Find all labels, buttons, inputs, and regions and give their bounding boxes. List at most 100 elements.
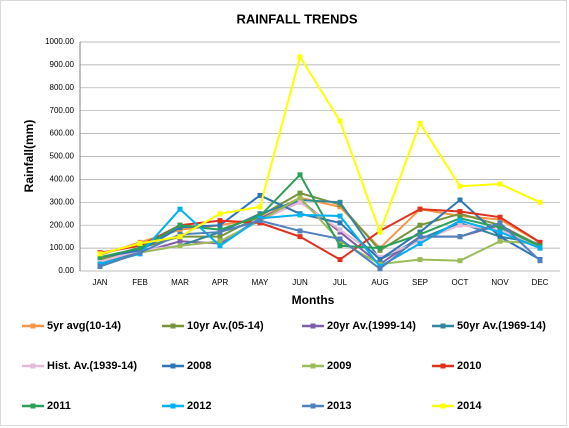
series-marker [497, 238, 503, 244]
series-line [99, 173, 541, 259]
series-marker [497, 214, 503, 220]
series-marker [377, 245, 383, 251]
series-marker [417, 206, 423, 212]
y-tick-label: 900.00 [50, 60, 75, 69]
series-marker [457, 183, 463, 189]
x-tick-label: OCT [452, 278, 469, 287]
series-marker [337, 227, 343, 233]
legend-marker [30, 323, 36, 329]
series-marker [457, 218, 463, 224]
legend-label: 50yr Av.(1969-14) [457, 320, 546, 332]
x-tick-label: JAN [92, 278, 107, 287]
series-marker [457, 234, 463, 240]
series-marker [417, 222, 423, 228]
legend-marker [440, 403, 446, 409]
series-marker [337, 213, 343, 219]
series-marker [177, 206, 183, 212]
series-marker [497, 229, 503, 235]
series-marker [497, 224, 503, 230]
y-tick-label: 700.00 [50, 106, 75, 115]
series-marker [97, 251, 103, 257]
y-tick-label: 1000.00 [45, 37, 74, 46]
legend-label: 2014 [457, 400, 482, 412]
y-tick-label: 500.00 [50, 152, 75, 161]
legend-label: 2009 [327, 360, 351, 372]
series-marker [457, 222, 463, 228]
series-marker [497, 181, 503, 187]
series-marker [257, 192, 263, 198]
series-marker [257, 204, 263, 210]
series-marker [457, 258, 463, 264]
series-marker [297, 195, 303, 201]
series-line [99, 54, 541, 255]
series-marker [137, 241, 143, 247]
series-marker [417, 257, 423, 263]
series-marker [297, 172, 303, 178]
series-marker [337, 236, 343, 242]
legend-marker [440, 323, 446, 329]
y-tick-label: 300.00 [50, 197, 75, 206]
x-tick-label: MAY [252, 278, 269, 287]
y-axis-label: Rainfall(mm) [22, 120, 36, 193]
series-marker [417, 241, 423, 247]
legend-marker [170, 363, 176, 369]
series-marker [337, 257, 343, 263]
legend-label: 2011 [47, 400, 71, 412]
legend-marker [310, 363, 316, 369]
x-tick-label: MAR [171, 278, 189, 287]
x-tick-label: JUN [292, 278, 308, 287]
series-marker [377, 266, 383, 272]
series-marker [97, 254, 103, 260]
series-marker [417, 120, 423, 126]
legend-marker [170, 323, 176, 329]
series-marker [297, 228, 303, 234]
series-marker [97, 263, 103, 269]
legend-marker [30, 363, 36, 369]
series-marker [137, 250, 143, 256]
x-tick-label: JUL [333, 278, 348, 287]
series-marker [217, 229, 223, 235]
legend-label: 5yr avg(10-14) [47, 320, 121, 332]
y-tick-label: 200.00 [50, 220, 75, 229]
legend-label: 2013 [327, 400, 351, 412]
series-marker [417, 234, 423, 240]
series-marker [537, 199, 543, 205]
series-marker [457, 197, 463, 203]
x-tick-label: NOV [491, 278, 509, 287]
series-marker [217, 211, 223, 217]
series-marker [177, 222, 183, 228]
x-tick-label: DEC [532, 278, 549, 287]
series-marker [337, 199, 343, 205]
legend-marker [440, 363, 446, 369]
series-marker [497, 234, 503, 240]
series-marker [337, 243, 343, 249]
series-marker [217, 222, 223, 228]
series-marker [297, 190, 303, 196]
x-tick-label: APR [212, 278, 229, 287]
series-line [99, 196, 541, 268]
y-tick-label: 800.00 [50, 83, 75, 92]
legend-label: 2010 [457, 360, 481, 372]
series-marker [297, 54, 303, 60]
legend-marker [310, 403, 316, 409]
series-marker [537, 239, 543, 245]
y-tick-label: 100.00 [50, 243, 75, 252]
series-marker [177, 238, 183, 244]
series-marker [297, 199, 303, 205]
legend-label: 2008 [187, 360, 211, 372]
legend-label: 2012 [187, 400, 211, 412]
series-line [99, 207, 541, 268]
y-tick-label: 0.00 [58, 266, 74, 275]
y-tick-label: 600.00 [50, 129, 75, 138]
series-marker [377, 257, 383, 263]
series-marker [497, 220, 503, 226]
legend-label: 10yr Av.(05-14) [187, 320, 264, 332]
series-marker [217, 218, 223, 224]
series-marker [337, 118, 343, 124]
series-marker [137, 245, 143, 251]
series-marker [217, 243, 223, 249]
series-marker [177, 234, 183, 240]
series-marker [457, 208, 463, 214]
legend-marker [170, 403, 176, 409]
